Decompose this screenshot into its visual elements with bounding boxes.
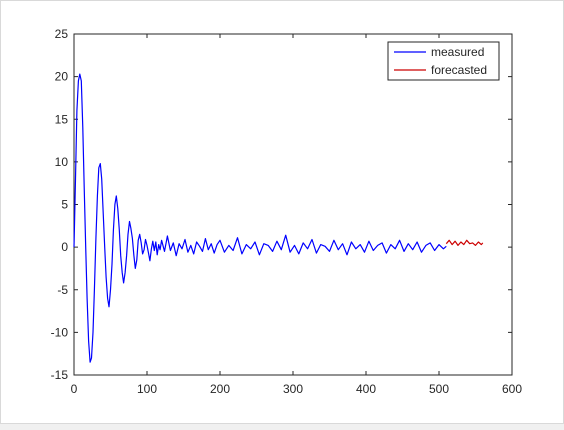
x-tick-label: 600: [502, 382, 522, 396]
y-tick-label: 15: [55, 112, 69, 126]
legend-box: [387, 41, 500, 81]
y-tick-label: 10: [55, 155, 69, 169]
legend: measured forecasted: [387, 41, 500, 81]
x-tick-label: 400: [356, 382, 376, 396]
y-tick-label: 0: [61, 240, 68, 254]
y-tick-label: -15: [51, 368, 69, 382]
legend-label: measured: [431, 45, 484, 59]
y-tick-label: 20: [55, 70, 69, 84]
x-tick-label: 0: [71, 382, 78, 396]
x-tick-label: 100: [137, 382, 157, 396]
x-axis: 0 100 200 300 400 500 600: [71, 34, 522, 396]
x-tick-label: 200: [210, 382, 230, 396]
series-line-measured: [73, 73, 447, 363]
x-tick-label: 300: [283, 382, 303, 396]
y-tick-label: -5: [57, 283, 68, 297]
x-tick-label: 500: [429, 382, 449, 396]
y-tick-label: -10: [51, 325, 69, 339]
legend-label: forecasted: [431, 63, 487, 77]
series-line-forecasted: [445, 239, 484, 246]
y-tick-label: 25: [55, 27, 69, 41]
plot-area: [73, 33, 513, 376]
y-tick-label: 5: [61, 198, 68, 212]
y-axis: -15 -10 -5 0 5 10 15 20 25: [51, 27, 512, 382]
series-layer: [73, 73, 484, 363]
